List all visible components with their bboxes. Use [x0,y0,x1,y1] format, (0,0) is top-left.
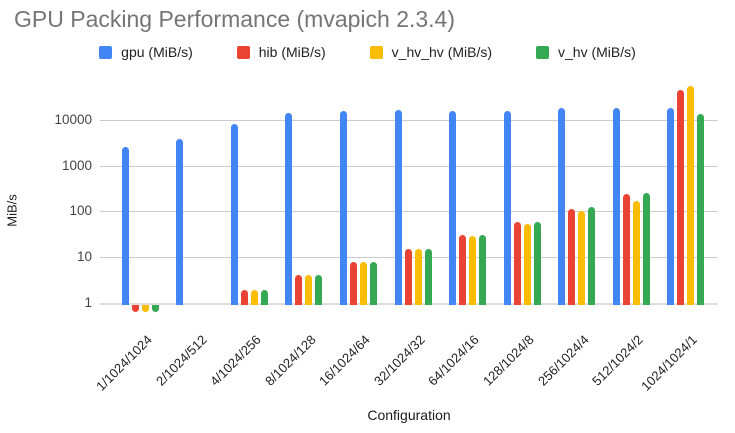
bar-gpu-1024/1024/1[interactable] [667,107,675,305]
bar-hib-256/1024/4[interactable] [568,208,576,305]
legend-label: gpu (MiB/s) [121,44,193,60]
y-axis-title: MiB/s [4,194,20,227]
bar-v_hv-32/1024/32[interactable] [424,249,432,305]
legend-swatch-icon [236,45,250,59]
bar-hib-4/1024/256[interactable] [240,290,248,305]
legend-item: v_hv (MiB/s) [536,44,636,60]
x-axis-tick-label: 128/1024/8 [480,332,537,389]
x-axis-tick-label: 1/1024/1024 [93,332,155,394]
legend: gpu (MiB/s) hib (MiB/s) v_hv_hv (MiB/s) v_h… [0,44,735,60]
legend-swatch-icon [99,45,113,59]
bar-v_hv-4/1024/256[interactable] [260,290,268,305]
bar-v_hv_hv-16/1024/64[interactable] [359,262,367,305]
legend-label: v_hv (MiB/s) [558,44,636,60]
y-axis-tick-label: 100 [69,203,92,219]
x-axis-tick-label: 1024/1024/1 [638,332,701,394]
bar-v_hv_hv-256/1024/4[interactable] [578,211,586,305]
bar-gpu-4/1024/256[interactable] [230,124,238,305]
x-axis-title: Configuration [367,407,451,423]
bar-v_hv_hv-128/1024/8[interactable] [523,224,531,305]
x-axis-tick-label: 64/1024/16 [425,332,483,389]
x-axis-tick-label: 8/1024/128 [261,332,319,389]
bar-hib-32/1024/32[interactable] [404,249,412,305]
gridline [100,165,718,167]
legend-label: hib (MiB/s) [258,44,326,60]
x-axis-tick-label: 4/1024/256 [207,332,264,389]
bar-gpu-512/1024/2[interactable] [612,108,620,305]
bar-hib-512/1024/2[interactable] [622,193,630,305]
bar-v_hv_hv-1024/1024/1[interactable] [687,85,695,305]
bar-gpu-32/1024/32[interactable] [394,109,402,305]
bar-v_hv_hv-8/1024/128[interactable] [305,275,313,305]
bar-v_hv-1024/1024/1[interactable] [697,113,705,305]
gridline [100,119,718,121]
bar-v_hv_hv-4/1024/256[interactable] [250,290,258,305]
bar-hib-1024/1024/1[interactable] [677,89,685,305]
bar-gpu-16/1024/64[interactable] [339,111,347,305]
y-axis-tick-label: 10 [76,249,92,265]
bar-hib-128/1024/8[interactable] [513,221,521,305]
legend-item: gpu (MiB/s) [99,44,193,60]
bar-v_hv_hv-32/1024/32[interactable] [414,249,422,305]
bar-gpu-8/1024/128[interactable] [285,113,293,305]
bar-gpu-128/1024/8[interactable] [503,110,511,305]
bar-v_hv_hv-64/1024/16[interactable] [469,236,477,305]
bar-hib-1/1024/1024[interactable] [131,305,139,313]
bar-v_hv-256/1024/4[interactable] [588,207,596,305]
gridline [100,211,718,213]
bar-gpu-64/1024/16[interactable] [449,110,457,305]
x-axis-tick-label: 512/1024/2 [589,332,646,389]
bar-v_hv-128/1024/8[interactable] [533,221,541,305]
x-axis-tick-label: 256/1024/4 [534,332,592,389]
bar-v_hv-512/1024/2[interactable] [642,193,650,305]
y-axis-tick-label: 10000 [54,111,92,127]
bar-v_hv_hv-1/1024/1024[interactable] [141,305,149,313]
bar-gpu-1/1024/1024[interactable] [121,146,129,305]
chart-title: GPU Packing Performance (mvapich 2.3.4) [14,6,456,32]
x-axis-tick-label: 32/1024/32 [370,332,428,389]
legend-swatch-icon [536,45,550,59]
bar-gpu-2/1024/512[interactable] [176,139,184,305]
legend-label: v_hv_hv (MiB/s) [391,44,493,60]
y-axis-tick-label: 1000 [61,157,92,173]
x-axis-tick-label: 16/1024/64 [316,332,374,389]
y-axis-tick-label: 1 [84,295,92,310]
bar-v_hv-1/1024/1024[interactable] [151,305,159,313]
bar-hib-16/1024/64[interactable] [349,261,357,305]
bar-v_hv_hv-512/1024/2[interactable] [632,201,640,305]
bar-v_hv-64/1024/16[interactable] [479,235,487,305]
legend-item: hib (MiB/s) [236,44,326,60]
legend-swatch-icon [369,45,383,59]
bar-hib-64/1024/16[interactable] [459,235,467,305]
bar-gpu-256/1024/4[interactable] [558,108,566,305]
bar-v_hv-16/1024/64[interactable] [369,261,377,305]
bar-hib-8/1024/128[interactable] [295,275,303,305]
legend-item: v_hv_hv (MiB/s) [369,44,493,60]
x-axis-tick-label: 2/1024/512 [152,332,210,389]
bar-v_hv-8/1024/128[interactable] [315,275,323,305]
